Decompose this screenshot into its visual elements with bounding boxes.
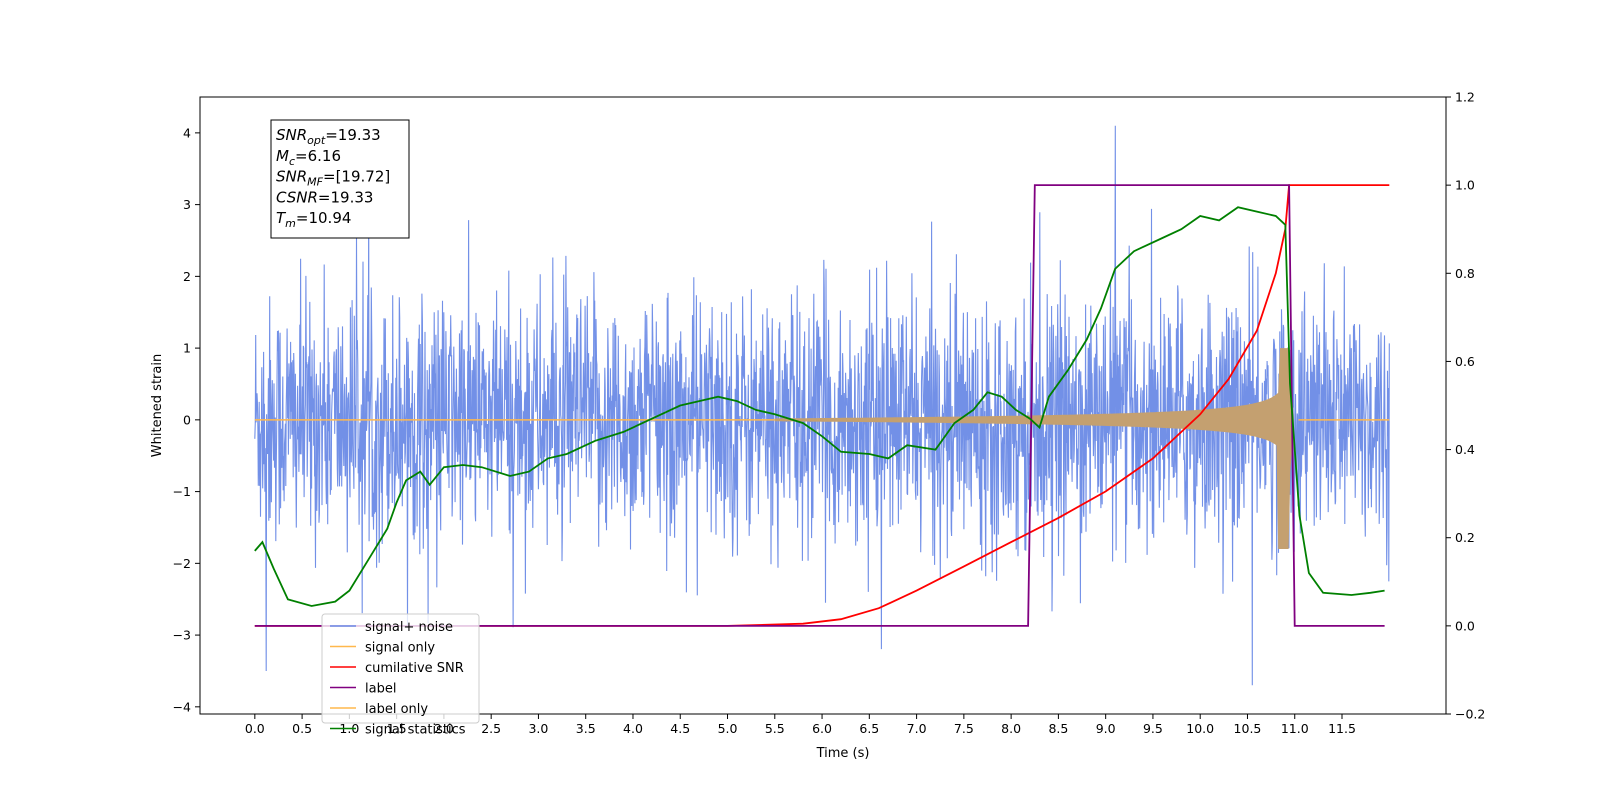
plot-frame (199, 96, 1447, 715)
legend-entry: signal statistics (365, 723, 466, 738)
legend-entry: label (365, 682, 396, 697)
x-tick-label: 5.0 (718, 721, 738, 736)
series-label (254, 184, 1385, 627)
info-box (270, 119, 410, 239)
legend-entry: signal+ noise (365, 620, 453, 635)
x-tick-label: 8.5 (1048, 721, 1068, 736)
y-right-tick-label: 1.0 (1455, 178, 1475, 193)
y-axis-label: Whitened strain (150, 354, 165, 457)
x-tick-label: 10.5 (1234, 721, 1262, 736)
y-right-tick-label: 0.0 (1455, 618, 1475, 633)
y-right-tick-label: 1.2 (1455, 90, 1475, 105)
info-value: =[19.72] (323, 168, 390, 186)
info-value: =10.94 (296, 209, 352, 227)
legend (321, 613, 480, 724)
x-tick-label: 3.0 (528, 721, 548, 736)
info-subscript: m (285, 217, 296, 230)
y-right-tick-label: 0.4 (1455, 442, 1475, 457)
info-symbol: CSNR (276, 188, 318, 206)
y-right-tick-label: 0.6 (1455, 354, 1475, 369)
y-right-tick-label: −0.2 (1455, 707, 1485, 722)
x-tick-label: 4.5 (670, 721, 690, 736)
x-tick-label: 0.5 (292, 721, 312, 736)
series-signal-statistics (254, 206, 1385, 607)
y-left-tick-label: 0 (183, 412, 191, 427)
legend-entry: signal only (365, 641, 435, 656)
y-left-tick-label: −3 (173, 628, 191, 643)
x-tick-label: 3.5 (576, 721, 596, 736)
info-line: SNRMF=[19.72] (276, 168, 390, 189)
y-right-tick-label: 0.2 (1455, 530, 1475, 545)
x-tick-label: 2.5 (481, 721, 501, 736)
y-left-tick-label: 4 (183, 125, 191, 140)
info-value: =19.33 (325, 126, 381, 144)
series-signal-plus-noise (254, 125, 1390, 686)
x-tick-label: 9.0 (1096, 721, 1116, 736)
y-left-tick-label: −1 (173, 484, 191, 499)
info-symbol: SNR (276, 126, 307, 144)
x-tick-label: 7.5 (954, 721, 974, 736)
x-tick-label: 10.0 (1186, 721, 1214, 736)
series-cumulative-snr (254, 184, 1390, 627)
y-left-tick-label: −4 (173, 699, 191, 714)
x-tick-label: 9.5 (1143, 721, 1163, 736)
x-tick-label: 5.5 (765, 721, 785, 736)
x-tick-label: 2.0 (434, 721, 454, 736)
legend-entry: label only (365, 702, 428, 717)
y-left-tick-label: −2 (173, 556, 191, 571)
info-subscript: c (289, 155, 295, 168)
x-axis-label: Time (s) (816, 746, 870, 761)
x-tick-label: 11.0 (1281, 721, 1309, 736)
info-value: =19.33 (318, 188, 374, 206)
info-symbol: T (276, 209, 287, 227)
y-left-tick-label: 3 (183, 197, 191, 212)
x-tick-label: 11.5 (1328, 721, 1356, 736)
legend-entry: cumilative SNR (365, 661, 464, 676)
x-tick-label: 0.0 (245, 721, 265, 736)
info-line: Mc=6.16 (276, 147, 341, 168)
info-line: Tm=10.94 (276, 209, 351, 230)
y-right-tick-label: 0.8 (1455, 266, 1475, 281)
x-tick-label: 1.5 (387, 721, 407, 736)
info-symbol: M (276, 147, 289, 165)
info-line: CSNR=19.33 (276, 188, 373, 206)
x-tick-label: 6.0 (812, 721, 832, 736)
x-tick-label: 6.5 (859, 721, 879, 736)
info-line: SNRopt=19.33 (276, 126, 381, 147)
x-tick-label: 8.0 (1001, 721, 1021, 736)
info-symbol: SNR (276, 168, 307, 186)
y-left-tick-label: 2 (183, 269, 191, 284)
x-tick-label: 4.0 (623, 721, 643, 736)
info-subscript: MF (307, 176, 323, 189)
x-tick-label: 7.0 (907, 721, 927, 736)
info-value: =6.16 (295, 147, 341, 165)
y-left-tick-label: 1 (183, 341, 191, 356)
info-subscript: opt (307, 134, 326, 147)
